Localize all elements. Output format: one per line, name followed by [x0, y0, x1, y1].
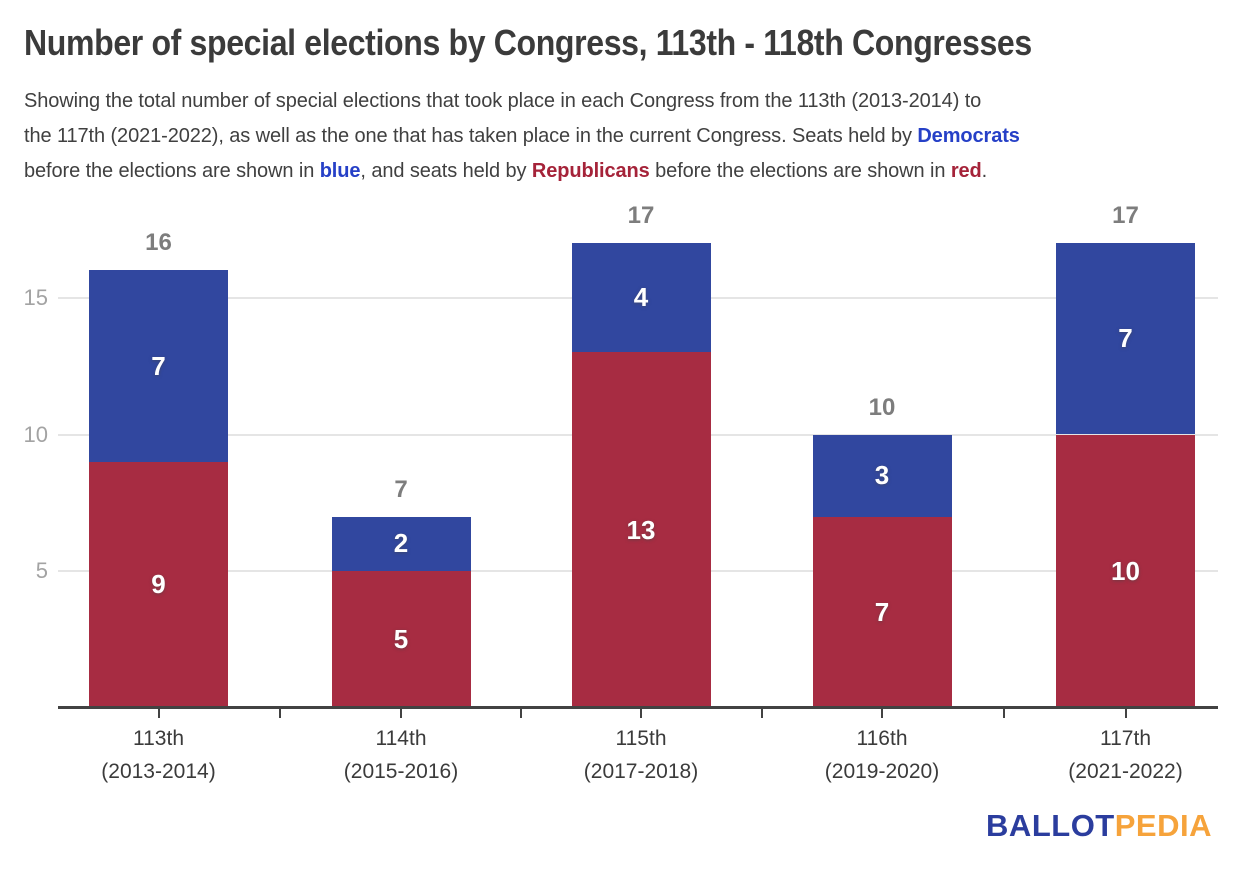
subtitle-line: before the elections are shown in blue, … — [24, 154, 1020, 189]
bar-segment-republican: 9 — [89, 461, 228, 708]
x-axis-label-years: (2015-2016) — [343, 760, 459, 783]
subtitle-text: before the elections are shown in — [24, 160, 320, 182]
bar-segment-republican: 7 — [812, 516, 952, 708]
bar-segment-republican: 5 — [331, 571, 471, 708]
subtitle-accent-text: Democrats — [917, 125, 1020, 147]
bar-total-label: 17 — [627, 202, 655, 230]
bar-value-label: 13 — [626, 514, 656, 545]
x-axis-line — [58, 706, 1218, 709]
x-axis-label-congress: 116th — [856, 727, 908, 750]
x-axis-label-congress: 115th — [615, 727, 667, 750]
subtitle-accent-text: red — [950, 160, 982, 182]
bar-total-label: 10 — [868, 393, 896, 421]
chart-subtitle: Showing the total number of special elec… — [24, 84, 1020, 189]
x-axis-label-years: (2017-2018) — [583, 760, 699, 783]
x-axis-tick — [640, 709, 642, 718]
subtitle-line: the 117th (2021-2022), as well as the on… — [24, 119, 1020, 154]
subtitle-accent-text: Republicans — [531, 160, 650, 182]
bar-segment-democrat: 7 — [89, 270, 228, 462]
subtitle-text: . — [981, 160, 988, 182]
bar-value-label: 7 — [1118, 323, 1133, 354]
subtitle-text: the 117th (2021-2022), as well as the on… — [24, 125, 918, 147]
x-axis-label-years: (2021-2022) — [1068, 760, 1183, 783]
x-axis-label: 116th (2019-2020) — [762, 722, 1002, 788]
logo-pedia: PEDIA — [1114, 808, 1212, 843]
x-axis-tick — [278, 709, 281, 718]
x-axis-tick — [881, 709, 883, 718]
x-axis-tick — [157, 709, 160, 718]
x-axis-label: 117th (2021-2022) — [1006, 722, 1240, 788]
x-axis-label: 113th (2013-2014) — [39, 722, 279, 788]
chart-title: Number of special elections by Congress,… — [24, 22, 1032, 63]
x-axis-tick — [760, 709, 763, 718]
bar-value-label: 7 — [874, 596, 890, 627]
subtitle-text: Showing the total number of special elec… — [24, 90, 982, 112]
x-axis-label-years: (2019-2020) — [824, 760, 940, 783]
x-axis-tick — [520, 709, 522, 718]
bar-value-label: 4 — [633, 282, 649, 313]
bar-total-label: 7 — [394, 475, 408, 503]
bar-value-label: 3 — [874, 460, 890, 491]
bar-value-label: 10 — [1111, 555, 1140, 586]
bar-total-label: 16 — [145, 229, 172, 257]
bar-total-label: 17 — [1112, 202, 1139, 230]
x-axis-label-congress: 114th — [375, 727, 427, 750]
bar-value-label: 5 — [393, 624, 409, 655]
x-axis-tick — [1124, 709, 1127, 718]
subtitle-text: before the elections are shown in — [649, 160, 951, 182]
bar-segment-democrat: 4 — [571, 243, 711, 353]
logo-ballot: BALLOT — [986, 808, 1115, 843]
x-axis-label-congress: 113th — [133, 727, 184, 750]
y-tick-label: 10 — [23, 421, 48, 447]
subtitle-text: , and seats held by — [360, 160, 532, 182]
bar-value-label: 2 — [393, 528, 409, 559]
x-axis-tick — [1002, 709, 1005, 718]
x-axis-label: 114th (2015-2016) — [281, 722, 521, 788]
subtitle-line: Showing the total number of special elec… — [24, 84, 1020, 119]
x-axis-tick — [400, 709, 402, 718]
bar-segment-republican: 13 — [571, 352, 711, 708]
x-axis-label: 115th (2017-2018) — [521, 722, 761, 788]
bar-value-label: 9 — [151, 569, 166, 600]
ballotpedia-logo: BALLOTPEDIA — [986, 808, 1212, 844]
x-axis-label-congress: 117th — [1100, 727, 1151, 750]
bar-value-label: 7 — [151, 350, 166, 381]
y-tick-label: 5 — [35, 558, 48, 584]
x-axis-label-years: (2013-2014) — [101, 760, 216, 783]
subtitle-accent-text: blue — [319, 160, 361, 182]
bar-segment-democrat: 2 — [331, 516, 471, 572]
y-tick-label: 15 — [23, 284, 48, 310]
bar-segment-democrat: 3 — [812, 434, 952, 517]
bar-segment-democrat: 7 — [1056, 243, 1195, 435]
bar-segment-republican: 10 — [1056, 434, 1195, 708]
